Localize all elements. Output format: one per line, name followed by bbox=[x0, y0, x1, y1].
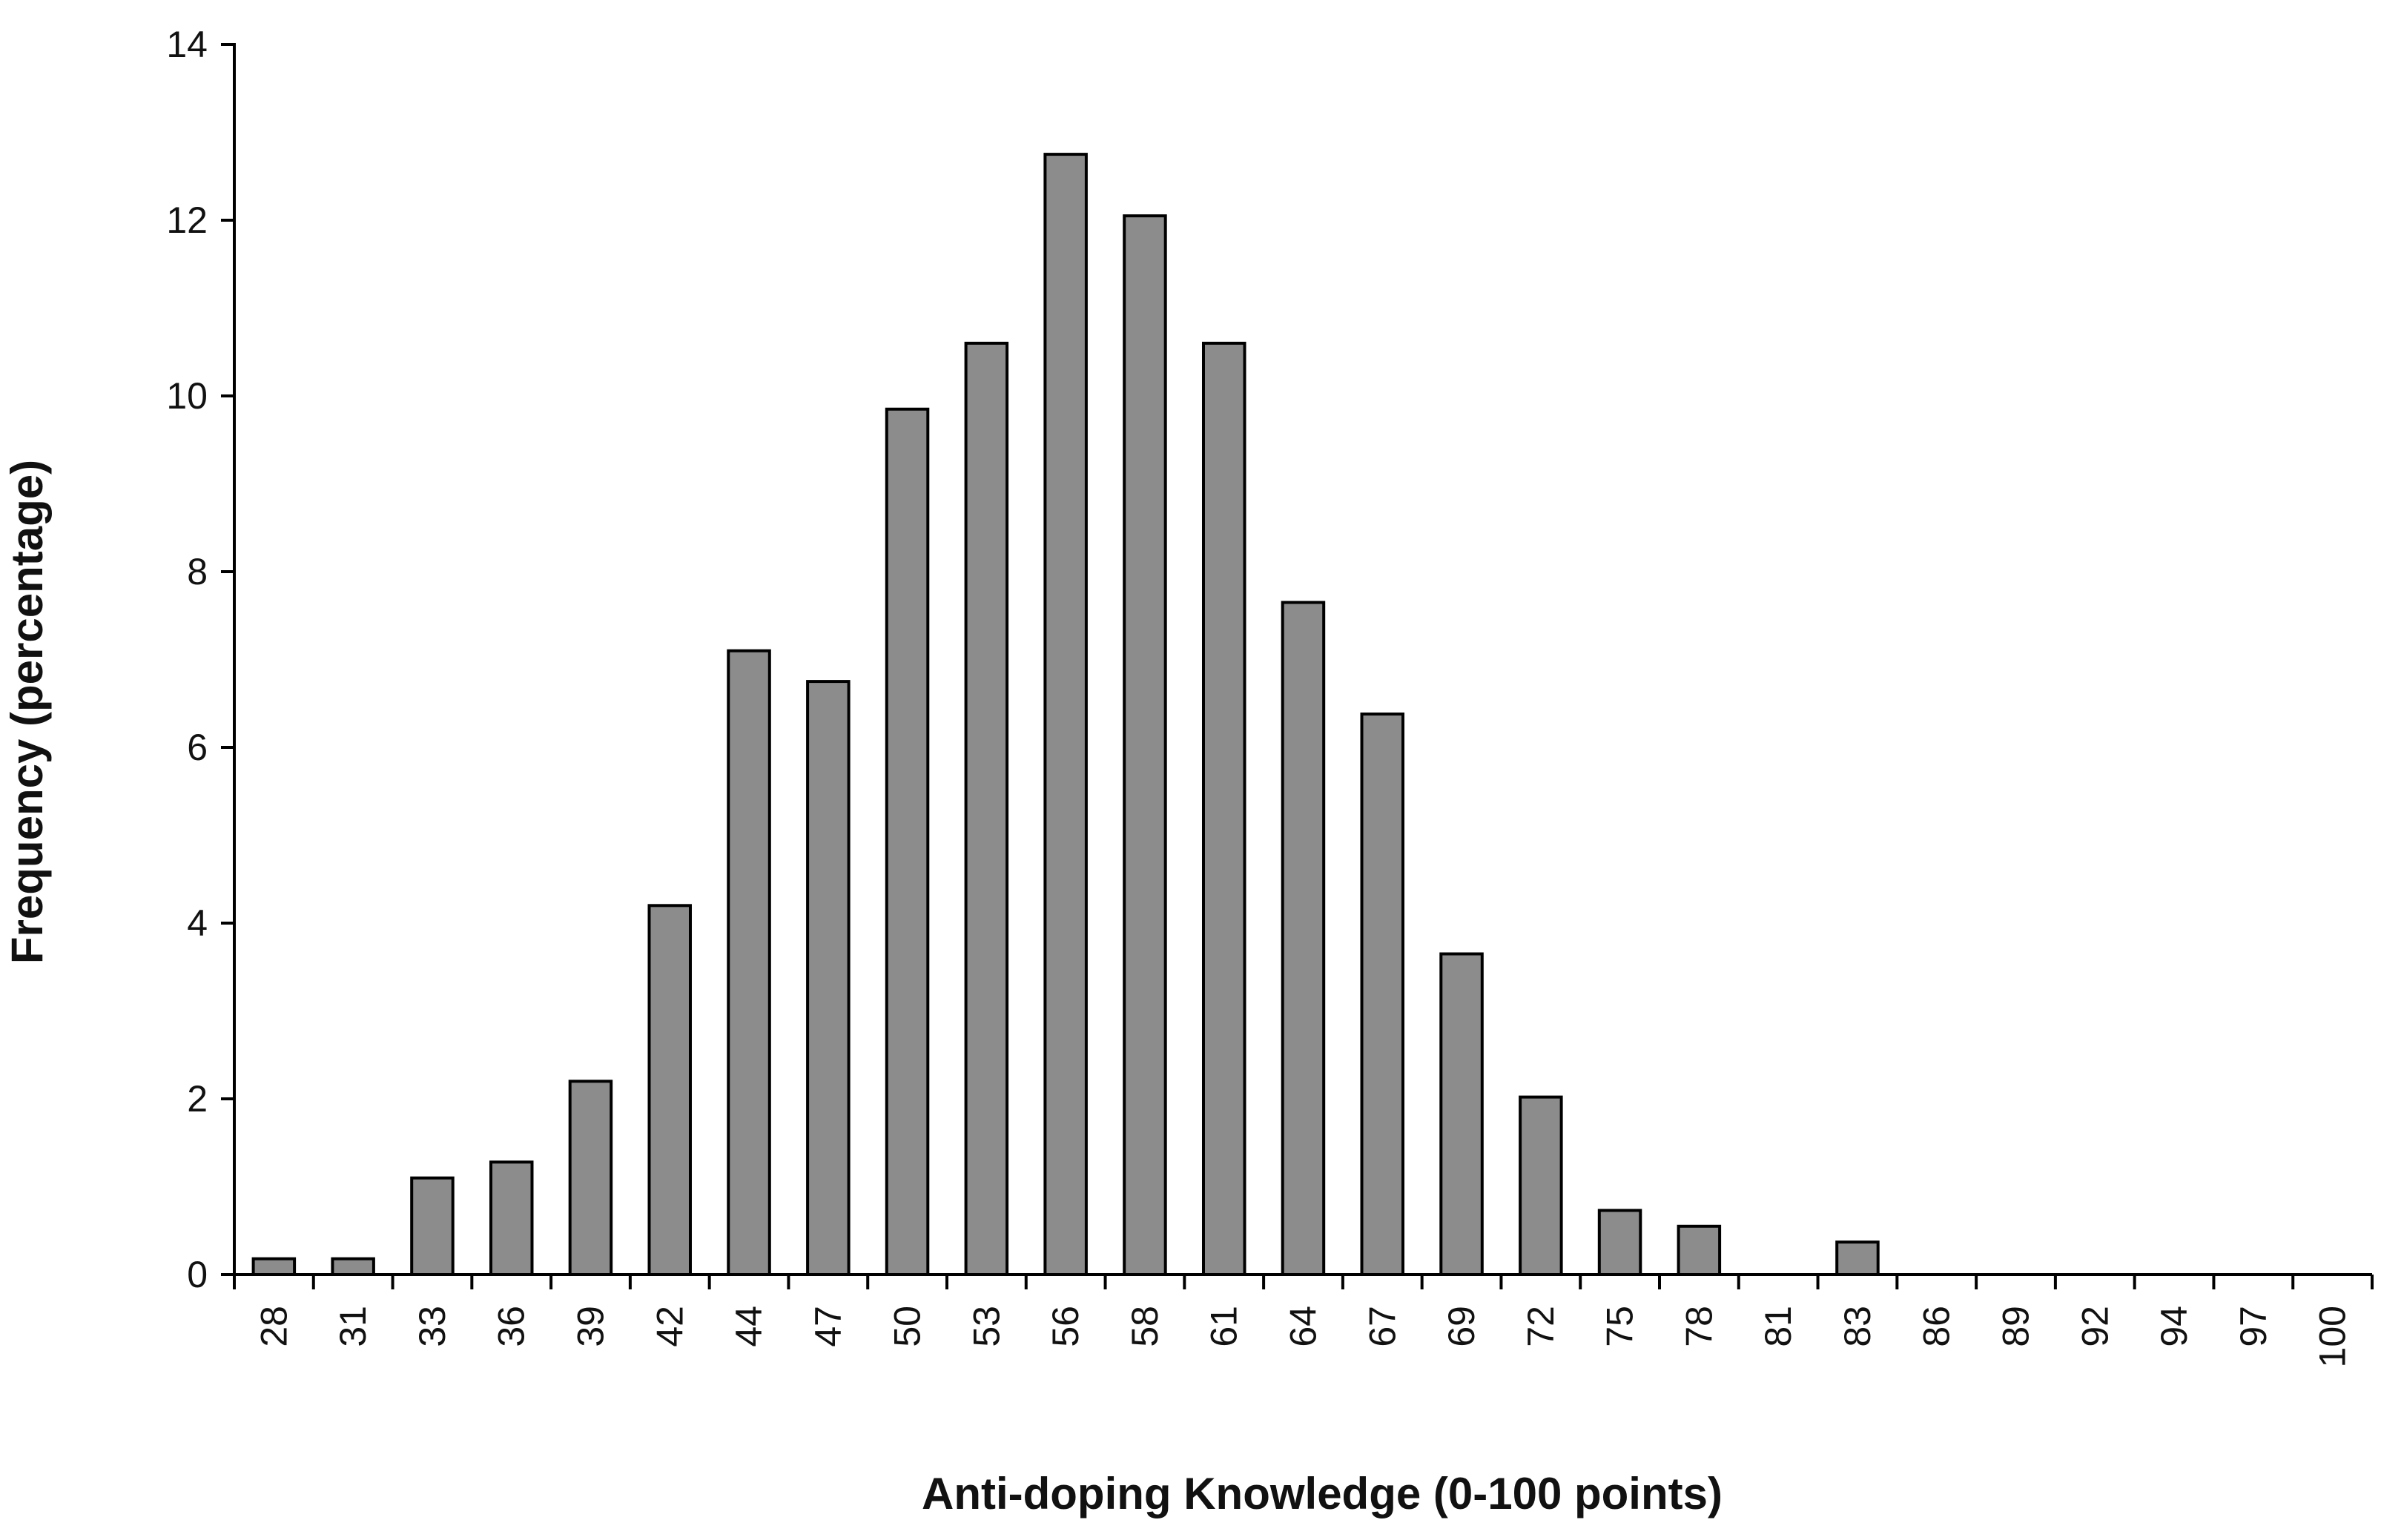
y-tick-label-0: 0 bbox=[187, 1254, 208, 1295]
y-tick-label-4: 4 bbox=[187, 902, 208, 944]
bar-44 bbox=[727, 649, 771, 1276]
x-tick-label-72: 72 bbox=[1520, 1306, 1562, 1347]
x-tick-label-81: 81 bbox=[1757, 1306, 1799, 1347]
y-tick-label-14: 14 bbox=[166, 24, 208, 65]
y-tick-label-6: 6 bbox=[187, 727, 208, 768]
bar-31 bbox=[331, 1257, 375, 1276]
x-axis-title: Anti-doping Knowledge (0-100 points) bbox=[922, 1469, 1723, 1518]
bar-33 bbox=[410, 1176, 455, 1276]
x-tick-label-50: 50 bbox=[887, 1306, 928, 1347]
bar-47 bbox=[806, 680, 851, 1276]
bar-36 bbox=[489, 1160, 534, 1277]
y-tick-label-2: 2 bbox=[187, 1078, 208, 1120]
y-tick-label-8: 8 bbox=[187, 551, 208, 592]
x-tick-label-64: 64 bbox=[1283, 1306, 1324, 1347]
bar-83 bbox=[1835, 1240, 1880, 1276]
x-tick-label-86: 86 bbox=[1916, 1306, 1958, 1347]
x-tick-label-33: 33 bbox=[412, 1306, 453, 1347]
x-tick-label-75: 75 bbox=[1599, 1306, 1641, 1347]
bar-61 bbox=[1202, 341, 1246, 1276]
bar-64 bbox=[1281, 601, 1326, 1276]
x-tick-label-47: 47 bbox=[808, 1306, 849, 1347]
x-tick-label-92: 92 bbox=[2074, 1306, 2116, 1347]
x-tick-label-100: 100 bbox=[2312, 1306, 2354, 1367]
x-tick-label-61: 61 bbox=[1203, 1306, 1245, 1347]
x-tick-label-28: 28 bbox=[253, 1306, 294, 1347]
x-tick-label-78: 78 bbox=[1678, 1306, 1720, 1347]
y-tick-label-12: 12 bbox=[166, 199, 208, 241]
x-tick-label-44: 44 bbox=[728, 1306, 770, 1347]
x-tick-label-94: 94 bbox=[2153, 1306, 2195, 1347]
y-axis-title: Frequency (percentage) bbox=[2, 460, 52, 964]
bar-42 bbox=[647, 904, 692, 1277]
y-tick-label-10: 10 bbox=[166, 375, 208, 417]
x-tick-label-83: 83 bbox=[1837, 1306, 1878, 1347]
x-tick-label-53: 53 bbox=[965, 1306, 1007, 1347]
bar-28 bbox=[251, 1257, 297, 1276]
x-tick-label-67: 67 bbox=[1361, 1306, 1403, 1347]
bar-39 bbox=[568, 1080, 613, 1277]
x-tick-label-31: 31 bbox=[332, 1306, 374, 1347]
bars-group bbox=[251, 153, 1880, 1277]
bar-58 bbox=[1123, 214, 1167, 1277]
bar-69 bbox=[1439, 952, 1484, 1276]
bar-56 bbox=[1043, 153, 1088, 1277]
x-tick-label-39: 39 bbox=[570, 1306, 612, 1347]
x-tick-label-89: 89 bbox=[1995, 1306, 2037, 1347]
x-tick-label-97: 97 bbox=[2233, 1306, 2274, 1347]
bar-67 bbox=[1360, 713, 1404, 1276]
x-tick-label-69: 69 bbox=[1441, 1306, 1482, 1347]
x-tick-label-58: 58 bbox=[1124, 1306, 1166, 1347]
x-tick-label-36: 36 bbox=[491, 1306, 532, 1347]
x-tick-label-42: 42 bbox=[649, 1306, 690, 1347]
bar-53 bbox=[964, 341, 1009, 1276]
x-axis: 28 31 33 36 39 42 44 47 50 53 56 58 61 64 67 69 72 75 78 81… bbox=[233, 1273, 2374, 1367]
bar-75 bbox=[1597, 1209, 1642, 1276]
bar-72 bbox=[1519, 1095, 1563, 1276]
bar-50 bbox=[885, 407, 930, 1276]
x-tick-label-56: 56 bbox=[1045, 1306, 1086, 1347]
bar-78 bbox=[1677, 1224, 1722, 1277]
y-axis: 0 2 4 6 8 10 12 14 bbox=[166, 24, 236, 1295]
